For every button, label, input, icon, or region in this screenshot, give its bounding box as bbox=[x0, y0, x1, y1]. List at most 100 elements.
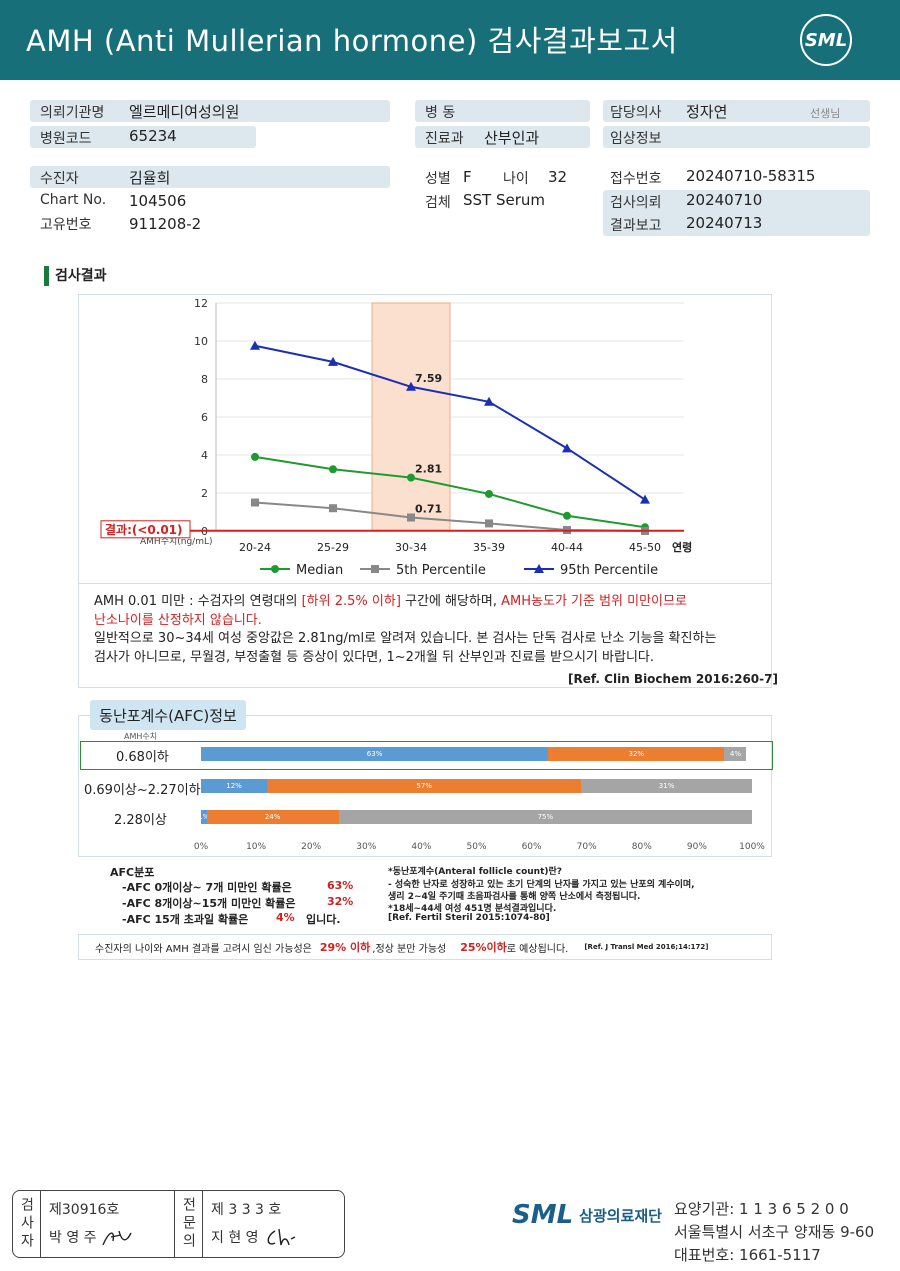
ward-row bbox=[415, 100, 590, 122]
foundation-name: 삼광의료재단 bbox=[579, 1206, 662, 1225]
afc-tick-label: 80% bbox=[631, 842, 652, 852]
signature-1 bbox=[102, 1230, 132, 1246]
data-point bbox=[563, 511, 571, 520]
afc-column-head: AMH수치 bbox=[124, 732, 158, 741]
receipt-value: 20240710-58315 bbox=[686, 167, 816, 185]
legend-label: Median bbox=[296, 563, 343, 578]
afc-row-label-1: 0.68이하 bbox=[116, 750, 169, 765]
institution-row bbox=[30, 100, 390, 122]
afc-note-2: - 성숙한 난자로 성장하고 있는 초기 단계의 난자를 가지고 있는 난포의 … bbox=[388, 880, 695, 890]
section-title: 검사결과 bbox=[44, 266, 107, 286]
report-header: AMH (Anti Mullerian hormone) 검사결과보고서 SML bbox=[0, 0, 900, 80]
note-line-1d: AMH농도가 기준 범위 미만이므로 bbox=[501, 594, 687, 609]
data-label: 2.81 bbox=[415, 463, 442, 476]
afc-segment: 57% bbox=[267, 779, 582, 793]
afc-row-label-3: 2.28이상 bbox=[114, 813, 167, 828]
afc-row-label-2: 0.69이상~2.27이하 bbox=[84, 783, 201, 798]
afc-dist-3-value: 4% bbox=[276, 911, 295, 924]
afc-dist-1-value: 63% bbox=[327, 879, 354, 892]
request-report-row bbox=[603, 190, 870, 236]
note-line-4: 검사가 아니므로, 무월경, 부정출혈 등 증상이 있다면, 1~2개월 뒤 산… bbox=[94, 650, 654, 665]
afc-note-3: 생리 2~4일 주기때 초음파검사를 통해 양쪽 난소에서 측정됩니다. bbox=[388, 892, 641, 902]
summary-reference: [Ref. J Transl Med 2016;14:172] bbox=[584, 943, 709, 951]
afc-dist-3: -AFC 15개 초과일 확률은 bbox=[122, 913, 249, 926]
x-tick-label: 40-44 bbox=[551, 541, 583, 554]
unique-no-value: 911208-2 bbox=[129, 215, 202, 233]
note-line-1: AMH 0.01 미만 : 수검자의 연령대의 [하위 2.5% 이하] 구간에… bbox=[94, 590, 687, 609]
data-point bbox=[407, 513, 415, 522]
y-tick-label: 10 bbox=[194, 335, 208, 348]
y-tick-label: 12 bbox=[194, 297, 208, 310]
patient-value: 김율희 bbox=[129, 169, 171, 187]
age-label: 나이 bbox=[503, 171, 529, 187]
stamp-examiner-cell: 제30916호 박 영 주 bbox=[41, 1191, 175, 1257]
ward-label: 병 동 bbox=[425, 105, 456, 121]
summary-e: 로 예상됩니다. bbox=[506, 943, 569, 955]
x-tick-label: 35-39 bbox=[473, 541, 505, 554]
department-value: 산부인과 bbox=[484, 129, 540, 147]
afc-segment: 4% bbox=[724, 747, 747, 761]
signature-2 bbox=[267, 1228, 296, 1246]
y-tick-label: 2 bbox=[201, 487, 208, 500]
doctor-row bbox=[603, 100, 870, 122]
sex-value: F bbox=[463, 168, 472, 186]
patient-row bbox=[30, 166, 390, 188]
note-line-1a: AMH 0.01 미만 : 수검자의 연령대의 bbox=[94, 594, 302, 609]
foundation-logo: SML 삼광의료재단 bbox=[512, 1200, 662, 1230]
department-label: 진료과 bbox=[425, 131, 464, 147]
stamp-col-specialist: 전문의 bbox=[175, 1191, 203, 1257]
clinical-label: 임상정보 bbox=[610, 131, 662, 147]
institution-label: 의뢰기관명 bbox=[40, 105, 105, 121]
afc-tick-label: 50% bbox=[466, 842, 487, 852]
data-point bbox=[562, 443, 572, 453]
data-point bbox=[485, 519, 493, 528]
summary-c: ,정상 분만 가능성 bbox=[372, 943, 447, 955]
afc-segment: 75% bbox=[338, 810, 752, 824]
stamp-col-specialist-label: 전문의 bbox=[180, 1197, 197, 1251]
summary-d: 25%이하 bbox=[460, 941, 507, 954]
foundation-address: 서울특별시 서초구 양재동 9-60 bbox=[674, 1223, 875, 1241]
note-line-1c: 구간에 해당하며, bbox=[400, 594, 502, 609]
stamp-examiner-name: 박 영 주 bbox=[49, 1227, 166, 1249]
stamp-specialist-cell: 제 3 3 3 호 지 현 영 bbox=[203, 1191, 343, 1257]
afc-note-1: *동난포계수(Anteral follicle count)란? bbox=[388, 867, 562, 877]
afc-segment: 63% bbox=[201, 747, 549, 761]
afc-tick-label: 70% bbox=[576, 842, 597, 852]
legend-marker bbox=[534, 564, 544, 573]
y-tick-label: 4 bbox=[201, 449, 208, 462]
afc-dist-3-tail: 입니다. bbox=[306, 913, 341, 926]
specimen-value: SST Serum bbox=[463, 191, 546, 209]
stamp-specialist-no: 제 3 3 3 호 bbox=[211, 1202, 282, 1218]
x-tick-label: 30-34 bbox=[395, 541, 427, 554]
y-tick-label: 6 bbox=[201, 411, 208, 424]
afc-panel bbox=[78, 715, 772, 857]
data-point bbox=[406, 381, 416, 391]
patient-label: 수진자 bbox=[40, 171, 79, 187]
foundation-code: 요양기관: 1 1 3 6 5 2 0 0 bbox=[674, 1200, 849, 1218]
legend-marker bbox=[271, 565, 279, 573]
legend-marker bbox=[371, 565, 379, 573]
result-label: 결과:(<0.01) bbox=[105, 522, 183, 537]
signature-stamp: 검사자 제30916호 박 영 주 전문의 제 3 3 3 호 지 현 영 bbox=[12, 1190, 345, 1258]
afc-bar-2: 12% 57% 31% bbox=[201, 779, 752, 793]
hospital-code-row bbox=[30, 126, 256, 148]
doctor-value: 정자연 bbox=[686, 103, 728, 121]
summary-a: 수진자의 나이와 AMH 결과를 고려시 임신 가능성은 bbox=[95, 943, 312, 955]
data-point bbox=[329, 465, 337, 474]
note-line-2: 난소나이를 산정하지 않습니다. bbox=[94, 613, 262, 628]
afc-segment: 12% bbox=[201, 779, 268, 793]
afc-dist-2-value: 32% bbox=[327, 895, 354, 908]
highlight-band bbox=[371, 302, 451, 532]
x-tick-label: 45-50 bbox=[629, 541, 661, 554]
legend-label: 95th Percentile bbox=[560, 563, 658, 578]
afc-tick-label: 90% bbox=[686, 842, 707, 852]
pregnancy-summary: 수진자의 나이와 AMH 결과를 고려시 임신 가능성은 29% 이하 ,정상 … bbox=[78, 934, 772, 960]
foundation-logo-mark: SML bbox=[512, 1200, 574, 1230]
data-point bbox=[251, 452, 259, 461]
chart-panel bbox=[78, 294, 772, 688]
data-point bbox=[640, 494, 650, 504]
report-title: AMH (Anti Mullerian hormone) 검사결과보고서 bbox=[26, 24, 678, 58]
afc-tick-label: 30% bbox=[356, 842, 377, 852]
data-point bbox=[485, 489, 493, 498]
receipt-label: 접수번호 bbox=[610, 171, 662, 187]
